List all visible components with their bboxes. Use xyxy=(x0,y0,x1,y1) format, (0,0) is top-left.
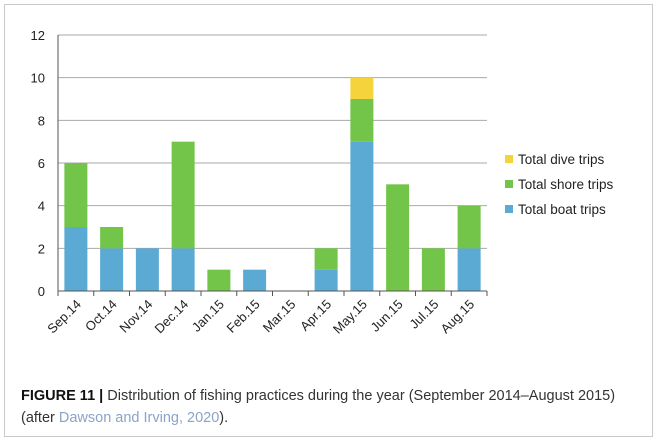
bar-total-shore-trips-oct-14 xyxy=(100,227,124,249)
legend: Total dive trips Total shore trips Total b… xyxy=(505,152,614,217)
bar-total-boat-trips-apr-15 xyxy=(314,269,338,291)
x-tick-label: Feb.15 xyxy=(224,297,263,336)
x-tick-label: May.15 xyxy=(330,297,370,337)
bar-total-shore-trips-jan-15 xyxy=(207,269,231,291)
legend-swatch xyxy=(505,205,513,213)
figure-frame: 0 2 4 6 8 10 12 Sep.14 Oct.14 Nov.14 Dec.14 Jan.15 F… xyxy=(4,4,653,437)
caption-figure-label: FIGURE 11 | xyxy=(21,388,104,404)
x-tick-label: Sep.14 xyxy=(44,297,84,337)
y-tick-label: 12 xyxy=(31,28,45,43)
y-tick-label: 4 xyxy=(38,199,45,214)
legend-label: Total shore trips xyxy=(518,177,614,192)
y-tick-label: 8 xyxy=(38,113,45,128)
legend-label: Total boat trips xyxy=(518,202,606,217)
x-tick-label: Apr.15 xyxy=(297,297,334,334)
gridlines xyxy=(58,34,487,249)
bar-total-boat-trips-nov-14 xyxy=(135,248,159,291)
bar-total-boat-trips-oct-14 xyxy=(100,248,124,291)
x-tick-label: Jul.15 xyxy=(406,297,441,332)
x-tick-label: Nov.14 xyxy=(116,297,155,336)
bar-total-boat-trips-aug-15 xyxy=(457,248,481,291)
bar-total-shore-trips-sep-14 xyxy=(64,163,88,227)
bar-total-shore-trips-apr-15 xyxy=(314,248,338,270)
bars xyxy=(64,77,481,291)
bar-total-shore-trips-may-15 xyxy=(350,99,374,142)
legend-label: Total dive trips xyxy=(518,152,605,167)
bar-total-boat-trips-may-15 xyxy=(350,141,374,291)
stacked-bar-chart: 0 2 4 6 8 10 12 Sep.14Oct.14Nov.14Dec.14Jan.15F… xyxy=(31,28,614,337)
caption-text: Distribution of fishing practices during… xyxy=(21,388,616,426)
x-tick-label: Mar.15 xyxy=(260,297,299,336)
y-tick-label: 2 xyxy=(38,241,45,256)
bar-total-shore-trips-dec-14 xyxy=(171,141,195,249)
caption-citation-link[interactable]: Dawson and Irving, 2020 xyxy=(58,410,220,426)
bar-total-boat-trips-dec-14 xyxy=(171,248,195,291)
x-tick-label: Aug.15 xyxy=(438,297,478,337)
bar-total-dive-trips-may-15 xyxy=(350,77,374,99)
bar-total-boat-trips-sep-14 xyxy=(64,227,88,291)
figure-caption: FIGURE 11 | Distribution of fishing prac… xyxy=(21,385,646,429)
y-tick-label: 6 xyxy=(38,156,45,171)
legend-swatch xyxy=(505,155,513,163)
bar-total-shore-trips-jul-15 xyxy=(421,248,445,291)
bar-total-shore-trips-aug-15 xyxy=(457,205,481,249)
legend-swatch xyxy=(505,180,513,188)
x-tick-label: Oct.14 xyxy=(82,297,120,335)
x-tick-label: Dec.14 xyxy=(152,297,192,337)
y-tick-label: 0 xyxy=(38,284,45,299)
bar-total-boat-trips-feb-15 xyxy=(243,269,267,291)
caption-end: ). xyxy=(219,410,229,426)
x-tick-label: Jun.15 xyxy=(368,297,406,335)
x-tick-label: Jan.15 xyxy=(189,297,227,335)
y-tick-label: 10 xyxy=(31,71,45,86)
bar-total-shore-trips-jun-15 xyxy=(386,184,410,291)
